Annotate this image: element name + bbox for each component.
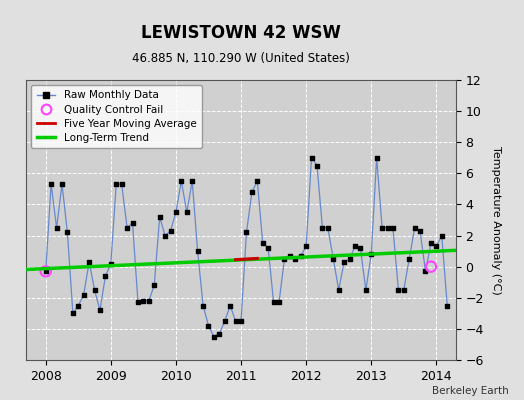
Point [427, 264, 435, 270]
Point [318, 224, 326, 231]
Point [400, 287, 408, 293]
Point [101, 273, 110, 279]
Point [123, 224, 132, 231]
Point [188, 178, 196, 184]
Point [394, 287, 402, 293]
Point [329, 256, 337, 262]
Point [356, 245, 365, 251]
Point [183, 209, 191, 216]
Point [210, 334, 218, 340]
Point [269, 299, 278, 306]
Point [389, 224, 397, 231]
Point [117, 181, 126, 188]
Point [438, 232, 446, 239]
Point [345, 256, 354, 262]
Point [199, 302, 208, 309]
Point [351, 243, 359, 250]
Point [63, 229, 72, 236]
Text: LEWISTOWN 42 WSW: LEWISTOWN 42 WSW [141, 24, 341, 42]
Point [74, 302, 82, 309]
Point [378, 224, 386, 231]
Point [166, 228, 174, 234]
Point [264, 245, 272, 251]
Point [248, 189, 256, 195]
Y-axis label: Temperature Anomaly (°C): Temperature Anomaly (°C) [490, 146, 500, 294]
Text: 46.885 N, 110.290 W (United States): 46.885 N, 110.290 W (United States) [132, 52, 350, 65]
Point [96, 307, 104, 314]
Point [313, 162, 321, 169]
Point [156, 214, 164, 220]
Point [226, 302, 234, 309]
Point [161, 232, 169, 239]
Text: Berkeley Earth: Berkeley Earth [432, 386, 508, 396]
Point [410, 224, 419, 231]
Point [172, 209, 180, 216]
Legend: Raw Monthly Data, Quality Control Fail, Five Year Moving Average, Long-Term Tren: Raw Monthly Data, Quality Control Fail, … [31, 85, 202, 148]
Point [85, 259, 93, 265]
Point [302, 243, 310, 250]
Point [58, 181, 66, 188]
Point [416, 228, 424, 234]
Point [134, 299, 142, 306]
Point [286, 252, 294, 259]
Point [112, 181, 121, 188]
Point [145, 298, 153, 304]
Point [291, 256, 299, 262]
Point [69, 310, 77, 316]
Point [41, 268, 50, 274]
Point [232, 318, 240, 324]
Point [41, 268, 50, 274]
Point [215, 330, 224, 337]
Point [242, 229, 250, 236]
Point [80, 292, 88, 298]
Point [362, 287, 370, 293]
Point [421, 268, 430, 274]
Point [297, 252, 305, 259]
Point [443, 302, 451, 309]
Point [324, 224, 332, 231]
Point [150, 282, 158, 288]
Point [334, 287, 343, 293]
Point [90, 287, 99, 293]
Point [432, 243, 441, 250]
Point [128, 220, 137, 226]
Point [405, 256, 413, 262]
Point [384, 224, 392, 231]
Point [340, 259, 348, 265]
Point [204, 322, 213, 329]
Point [258, 240, 267, 246]
Point [275, 299, 283, 306]
Point [107, 260, 115, 267]
Point [177, 178, 185, 184]
Point [221, 318, 229, 324]
Point [237, 318, 245, 324]
Point [52, 224, 61, 231]
Point [427, 240, 435, 246]
Point [367, 251, 375, 258]
Point [253, 178, 261, 184]
Point [308, 154, 316, 161]
Point [280, 256, 289, 262]
Point [373, 154, 381, 161]
Point [139, 298, 148, 304]
Point [47, 181, 56, 188]
Point [193, 248, 202, 254]
